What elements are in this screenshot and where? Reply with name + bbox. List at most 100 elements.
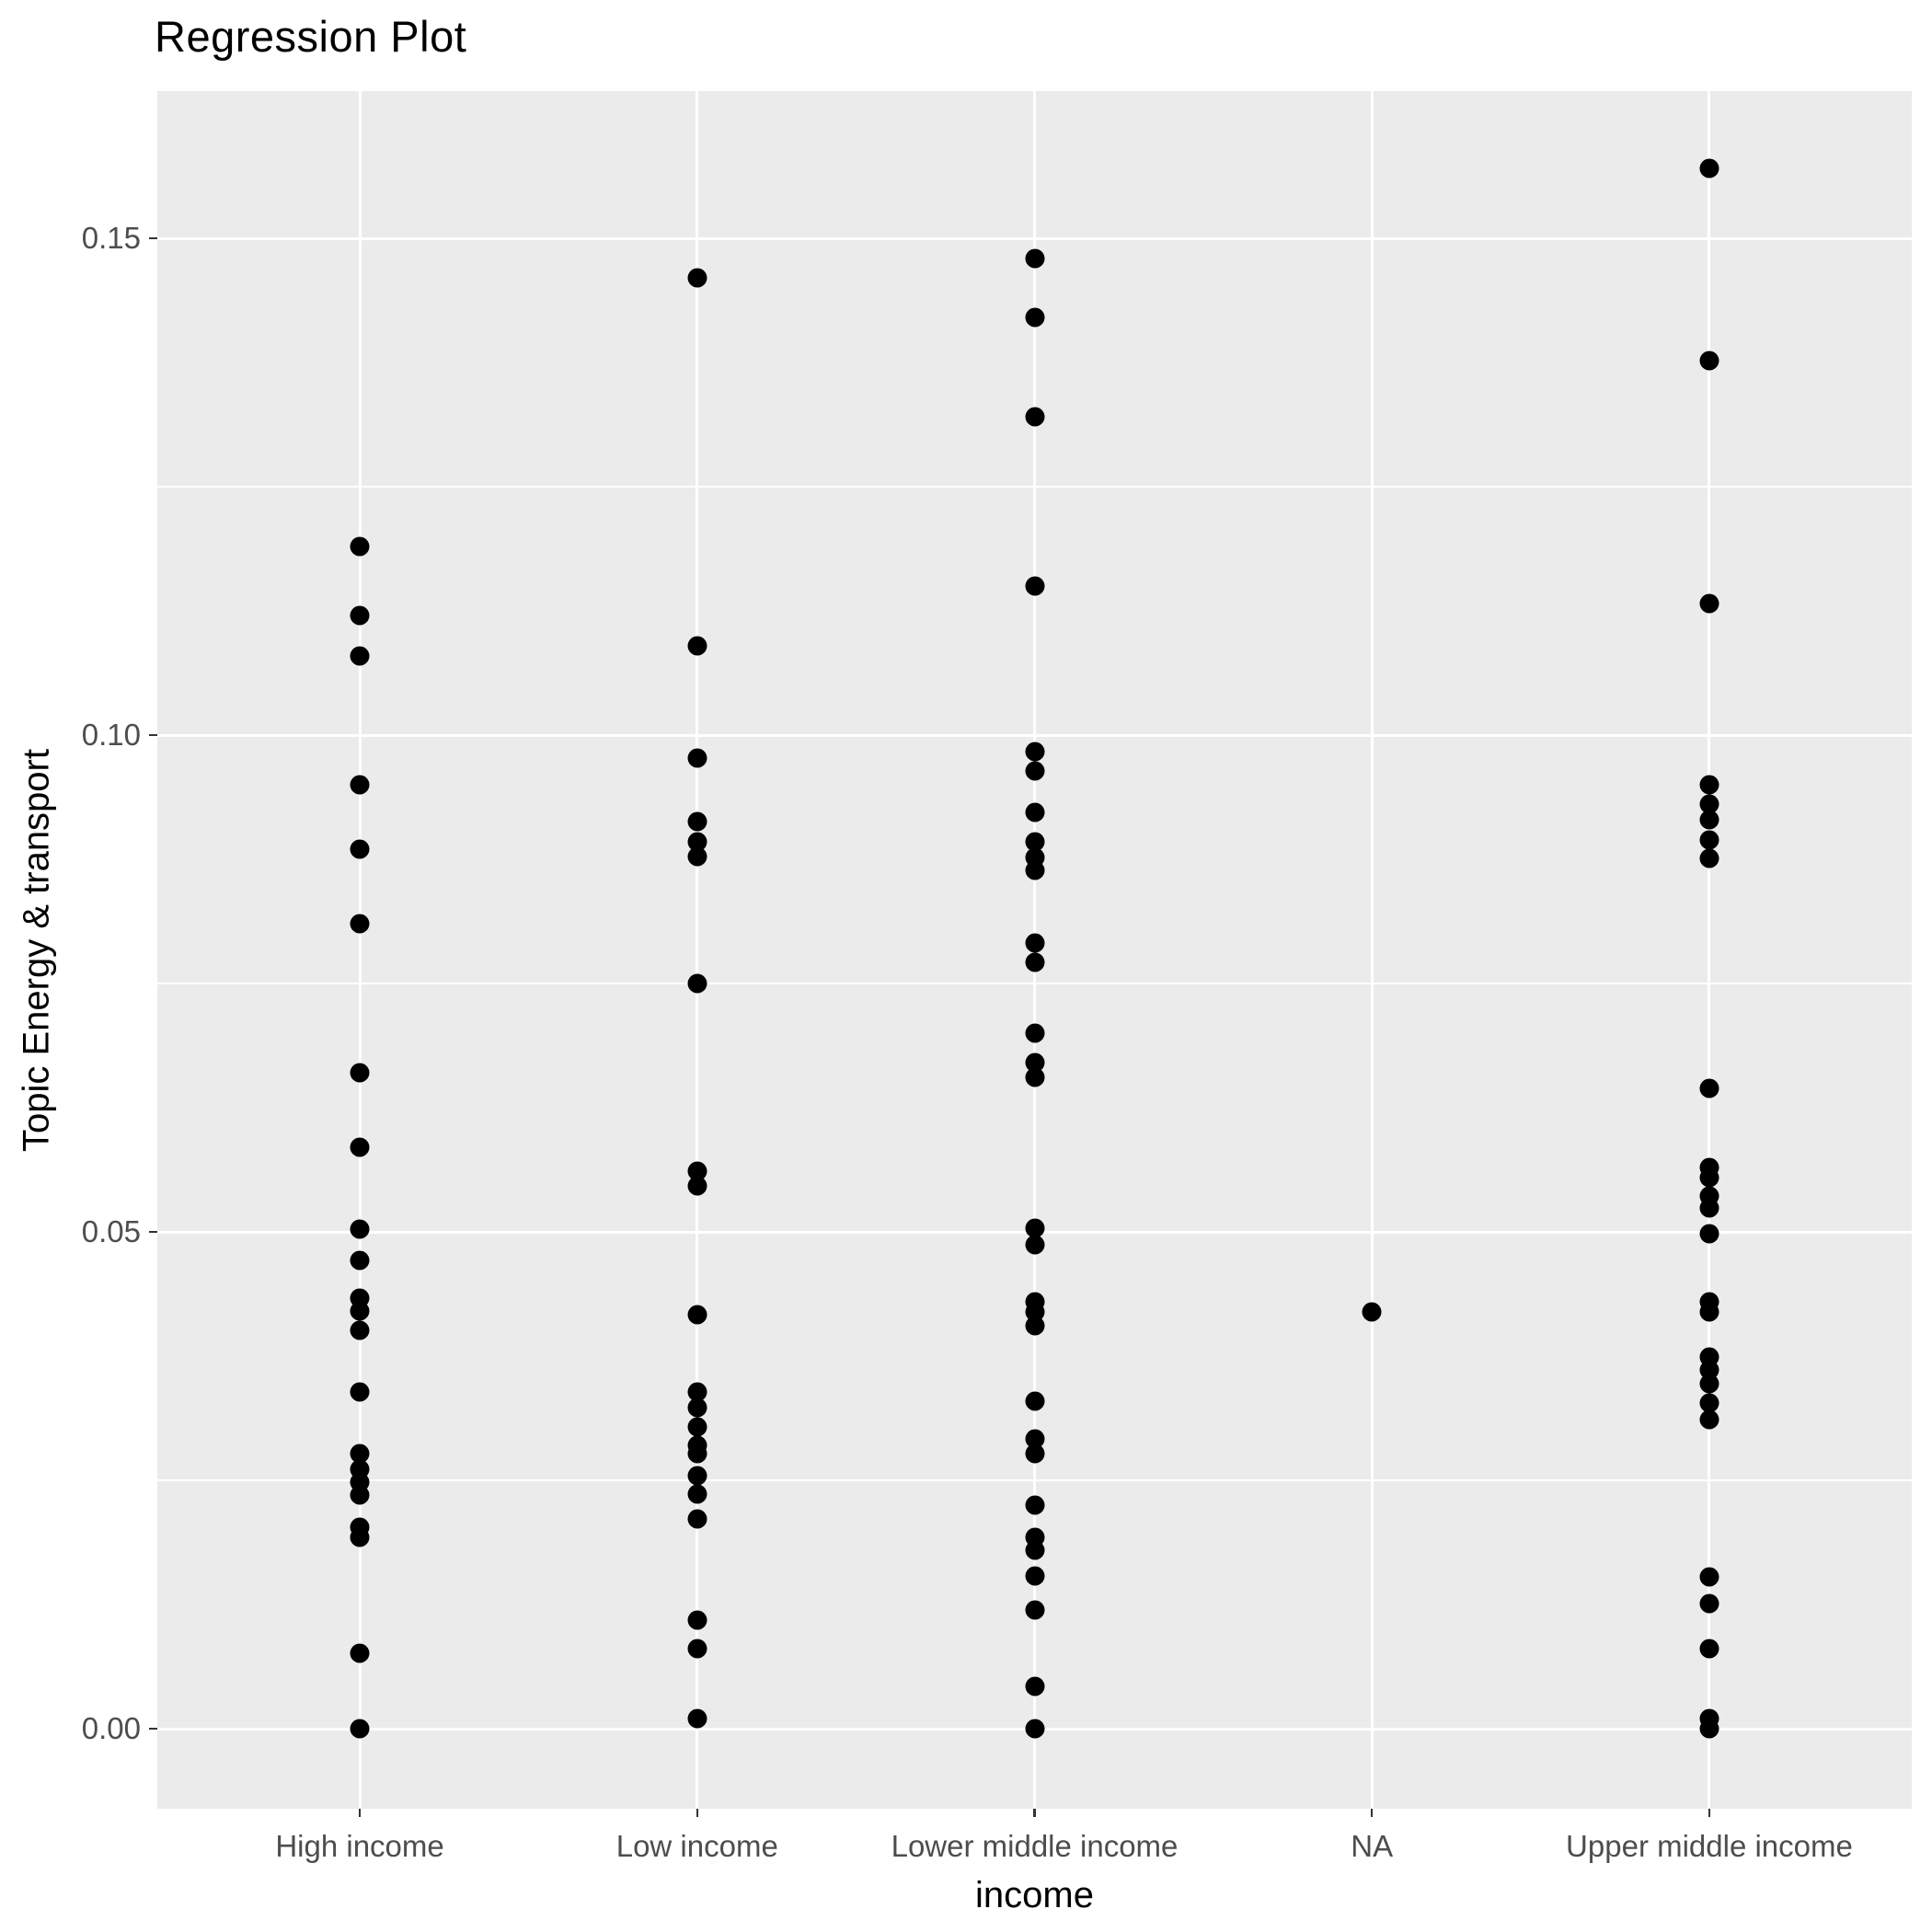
data-point bbox=[350, 1301, 370, 1321]
x-axis-title: income bbox=[975, 1875, 1094, 1915]
major-gridline-x bbox=[696, 91, 699, 1809]
data-point bbox=[1025, 952, 1044, 972]
data-point bbox=[687, 1397, 707, 1418]
data-point bbox=[1699, 1639, 1719, 1659]
data-point bbox=[350, 1719, 370, 1739]
major-gridline-x bbox=[1370, 91, 1374, 1809]
data-point bbox=[687, 832, 707, 852]
data-point bbox=[687, 1305, 707, 1325]
data-point bbox=[350, 1250, 370, 1271]
data-point bbox=[1699, 810, 1719, 830]
data-point bbox=[350, 605, 370, 626]
x-axis-tick bbox=[696, 1809, 699, 1817]
plot-title: Regression Plot bbox=[155, 12, 467, 61]
y-axis-tick bbox=[149, 1727, 157, 1731]
data-point bbox=[1699, 830, 1719, 850]
x-axis-tick-label: Upper middle income bbox=[1566, 1829, 1853, 1863]
data-point bbox=[1025, 832, 1044, 852]
data-point bbox=[1025, 1566, 1044, 1586]
data-point bbox=[350, 914, 370, 934]
data-point bbox=[1025, 1023, 1044, 1043]
data-point bbox=[1025, 407, 1044, 427]
data-point bbox=[687, 1161, 707, 1181]
data-point bbox=[1025, 576, 1044, 596]
data-point bbox=[350, 775, 370, 795]
x-axis-tick bbox=[1033, 1809, 1036, 1817]
data-point bbox=[1699, 593, 1719, 614]
data-point bbox=[687, 636, 707, 656]
data-point bbox=[1699, 1374, 1719, 1394]
y-axis-tick-label: 0.05 bbox=[81, 1214, 141, 1248]
data-point bbox=[1699, 351, 1719, 371]
data-point bbox=[1699, 158, 1719, 178]
data-point bbox=[1699, 1224, 1719, 1244]
data-point bbox=[1025, 802, 1044, 822]
x-axis-tick-label: Lower middle income bbox=[891, 1829, 1179, 1863]
data-point bbox=[1025, 1391, 1044, 1411]
data-point bbox=[687, 811, 707, 832]
data-point bbox=[1025, 307, 1044, 328]
data-point bbox=[1025, 933, 1044, 953]
data-point bbox=[687, 1509, 707, 1529]
x-axis-tick-label: High income bbox=[275, 1829, 444, 1863]
data-point bbox=[687, 748, 707, 768]
data-point bbox=[1025, 1443, 1044, 1464]
data-point bbox=[1699, 1593, 1719, 1614]
major-gridline-x bbox=[358, 91, 362, 1809]
data-point bbox=[350, 646, 370, 666]
data-point bbox=[687, 1443, 707, 1464]
data-point bbox=[687, 1708, 707, 1729]
x-axis-tick-label: NA bbox=[1351, 1829, 1394, 1863]
data-point bbox=[1699, 1393, 1719, 1413]
data-point bbox=[1025, 742, 1044, 762]
data-point bbox=[687, 1176, 707, 1196]
x-axis-tick bbox=[358, 1809, 362, 1817]
y-axis-tick bbox=[149, 236, 157, 240]
data-point bbox=[687, 846, 707, 867]
data-point bbox=[1699, 1567, 1719, 1587]
data-point bbox=[1699, 1719, 1719, 1739]
data-point bbox=[350, 1527, 370, 1547]
data-point bbox=[687, 1466, 707, 1486]
data-point bbox=[1025, 1316, 1044, 1336]
plot-panel bbox=[157, 91, 1912, 1809]
data-point bbox=[1699, 1302, 1719, 1322]
y-axis-title: Topic Energy & transport bbox=[16, 748, 57, 1152]
data-point bbox=[350, 1137, 370, 1157]
data-point bbox=[1699, 794, 1719, 814]
data-point bbox=[350, 536, 370, 557]
x-axis-tick bbox=[1708, 1809, 1711, 1817]
data-point bbox=[350, 1063, 370, 1083]
data-point bbox=[1025, 1719, 1044, 1739]
data-point bbox=[1699, 775, 1719, 795]
data-point bbox=[687, 1382, 707, 1402]
data-point bbox=[350, 1485, 370, 1505]
data-point bbox=[687, 973, 707, 994]
data-point bbox=[350, 1443, 370, 1464]
y-axis-tick-label: 0.00 bbox=[81, 1711, 141, 1745]
data-point bbox=[1699, 1078, 1719, 1098]
y-axis-tick bbox=[149, 733, 157, 737]
data-point bbox=[1362, 1302, 1382, 1322]
data-point bbox=[687, 1484, 707, 1504]
data-point bbox=[687, 268, 707, 288]
data-point bbox=[687, 1417, 707, 1437]
data-point bbox=[1025, 1067, 1044, 1087]
data-point bbox=[1699, 848, 1719, 868]
data-point bbox=[350, 1643, 370, 1663]
data-point bbox=[1699, 1409, 1719, 1430]
data-point bbox=[1025, 1495, 1044, 1515]
data-point bbox=[350, 1382, 370, 1402]
data-point bbox=[1025, 1600, 1044, 1620]
data-point bbox=[1025, 1676, 1044, 1696]
y-axis-tick-label: 0.15 bbox=[81, 221, 141, 255]
data-point bbox=[1025, 1429, 1044, 1449]
data-point bbox=[687, 1639, 707, 1659]
data-point bbox=[1025, 860, 1044, 880]
data-point bbox=[1699, 1198, 1719, 1218]
data-point bbox=[687, 1610, 707, 1630]
y-axis-tick bbox=[149, 1230, 157, 1234]
data-point bbox=[1025, 1235, 1044, 1255]
data-point bbox=[1699, 1167, 1719, 1188]
